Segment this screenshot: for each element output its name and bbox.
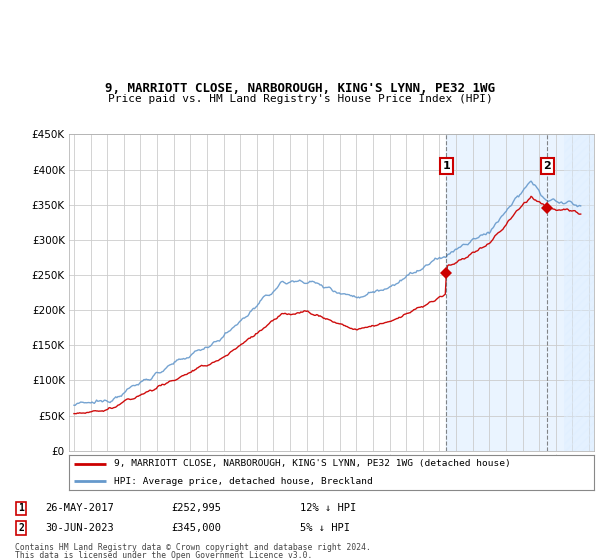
Text: 5% ↓ HPI: 5% ↓ HPI [300, 523, 350, 533]
Text: 1: 1 [443, 161, 451, 171]
Text: Price paid vs. HM Land Registry's House Price Index (HPI): Price paid vs. HM Land Registry's House … [107, 94, 493, 104]
Text: 9, MARRIOTT CLOSE, NARBOROUGH, KING'S LYNN, PE32 1WG (detached house): 9, MARRIOTT CLOSE, NARBOROUGH, KING'S LY… [113, 459, 511, 469]
Bar [564, 134, 594, 451]
Text: 30-JUN-2023: 30-JUN-2023 [45, 523, 114, 533]
Text: 12% ↓ HPI: 12% ↓ HPI [300, 503, 356, 514]
Text: 9, MARRIOTT CLOSE, NARBOROUGH, KING'S LYNN, PE32 1WG: 9, MARRIOTT CLOSE, NARBOROUGH, KING'S LY… [105, 82, 495, 95]
Bar [446, 134, 594, 451]
Text: 1: 1 [18, 503, 24, 514]
Text: £252,995: £252,995 [171, 503, 221, 514]
Text: Contains HM Land Registry data © Crown copyright and database right 2024.: Contains HM Land Registry data © Crown c… [15, 543, 371, 552]
Text: 2: 2 [18, 523, 24, 533]
Text: This data is licensed under the Open Government Licence v3.0.: This data is licensed under the Open Gov… [15, 551, 313, 560]
Text: 26-MAY-2017: 26-MAY-2017 [45, 503, 114, 514]
Text: HPI: Average price, detached house, Breckland: HPI: Average price, detached house, Brec… [113, 477, 373, 486]
Text: 2: 2 [544, 161, 551, 171]
Text: £345,000: £345,000 [171, 523, 221, 533]
